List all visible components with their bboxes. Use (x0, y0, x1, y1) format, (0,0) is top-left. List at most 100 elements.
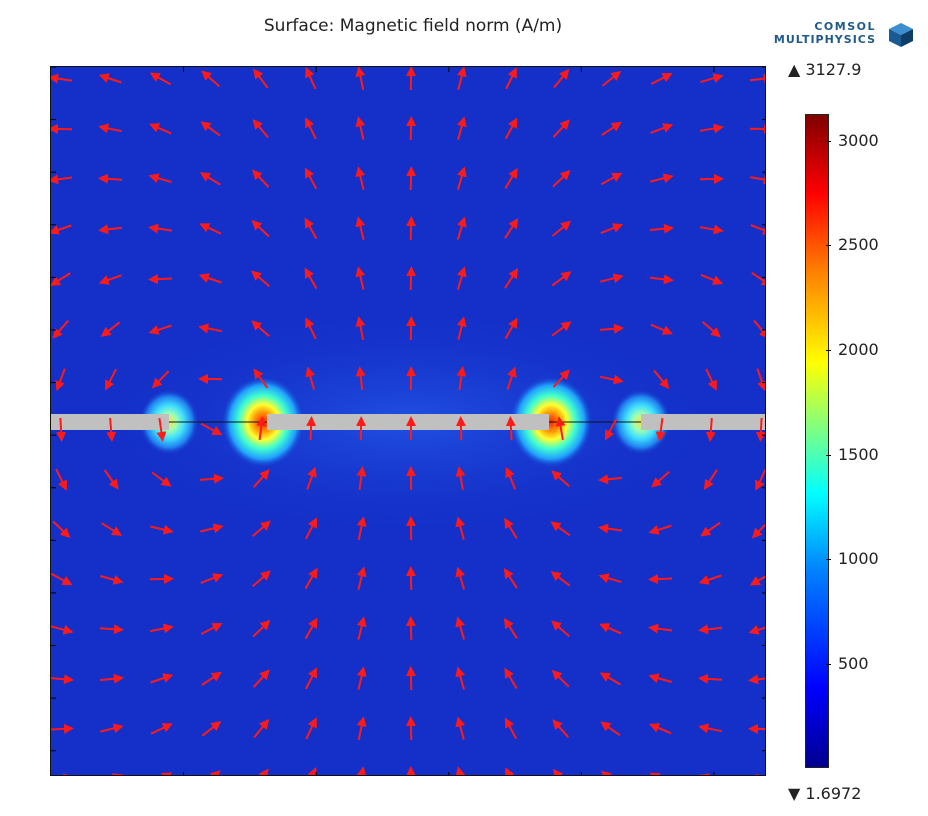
conductor-middle (267, 414, 549, 430)
field-arrow (456, 166, 467, 190)
field-arrow (200, 422, 223, 436)
field-arrow (355, 166, 366, 190)
field-arrow (149, 123, 172, 135)
field-arrow (599, 323, 624, 334)
field-arrow (550, 521, 571, 537)
field-arrow (356, 466, 367, 491)
field-arrow (505, 67, 517, 90)
field-arrow (750, 224, 765, 235)
field-arrow (455, 666, 465, 690)
field-arrow (600, 721, 621, 737)
field-arrow (553, 68, 570, 89)
colorbar-tick-label: 1500 (838, 444, 879, 464)
field-arrow (648, 623, 673, 634)
field-arrow (551, 620, 570, 637)
colorbar-tick (826, 559, 831, 561)
colorbar-min: ▼ 1.6972 (788, 784, 862, 803)
field-arrow (701, 321, 721, 338)
field-arrow (355, 366, 366, 391)
field-arrow (651, 471, 670, 488)
field-arrow (304, 617, 318, 640)
field-arrow (253, 368, 269, 389)
field-arrow (51, 674, 74, 685)
field-arrow (748, 674, 765, 685)
field-arrow (98, 274, 122, 285)
field-arrow (456, 67, 467, 90)
field-arrow (252, 169, 270, 188)
field-arrow (201, 70, 220, 87)
field-arrow (600, 172, 623, 186)
field-arrow (504, 667, 518, 690)
field-arrow (551, 220, 572, 237)
field-arrow (101, 522, 123, 536)
field-arrow (751, 271, 765, 287)
field-arrow (151, 370, 170, 389)
field-arrow (252, 119, 269, 139)
field-arrow (355, 216, 366, 240)
field-arrow (98, 123, 122, 134)
field-arrow (504, 618, 518, 639)
colorbar-tick-label: 1000 (838, 549, 879, 569)
field-arrow (256, 416, 267, 441)
colorbar-tick-label: 2000 (838, 339, 879, 359)
field-arrow (455, 466, 466, 490)
field-arrow (251, 270, 270, 287)
colorbar-max: ▲ 3127.9 (788, 60, 862, 79)
field-arrow (653, 369, 670, 390)
field-arrow (599, 672, 622, 686)
field-arrow (506, 366, 517, 390)
field-arrow (504, 117, 518, 140)
colorbar-tick (826, 245, 831, 247)
field-arrow (698, 723, 722, 734)
field-arrow (56, 417, 67, 442)
field-arrow (749, 73, 765, 84)
field-arrow (600, 273, 624, 284)
field-arrow (252, 669, 270, 688)
field-arrow (650, 323, 673, 335)
field-arrow (650, 173, 674, 184)
field-arrow (104, 368, 117, 391)
field-arrow (306, 466, 317, 490)
field-arrow (698, 574, 722, 585)
field-arrow (648, 524, 672, 535)
field-arrow (51, 174, 73, 185)
colorbar-tick-label: 2500 (838, 235, 879, 255)
colorbar-tick (826, 349, 831, 351)
colorbar-tick (826, 663, 831, 665)
field-arrow (356, 716, 367, 741)
field-arrow (599, 623, 622, 635)
field-arrow (258, 768, 269, 775)
field-arrow (99, 624, 124, 635)
field-arrow (555, 416, 566, 440)
field-arrow (601, 70, 622, 87)
field-arrow (100, 321, 121, 337)
field-arrow (252, 469, 270, 488)
field-arrow (600, 770, 612, 775)
field-arrow (148, 324, 172, 335)
field-arrow (505, 466, 517, 490)
field-arrow (149, 72, 172, 86)
field-arrow (504, 218, 519, 239)
field-arrow (406, 166, 417, 191)
field-arrow (551, 669, 570, 688)
field-arrow (356, 766, 367, 775)
colorbar-tick-label: 3000 (838, 130, 879, 150)
field-arrow (551, 271, 572, 287)
field-arrow (699, 123, 724, 134)
field-arrow (455, 416, 466, 441)
field-arrow (504, 717, 518, 740)
field-arrow (753, 319, 765, 340)
field-arrow (51, 572, 73, 586)
field-arrow (106, 417, 117, 442)
field-arrow (51, 723, 74, 734)
field-arrow (748, 625, 765, 635)
field-arrow (100, 723, 124, 734)
field-arrow (648, 673, 672, 683)
field-arrow (112, 773, 124, 775)
field-arrow (650, 123, 674, 134)
field-arrow (98, 173, 123, 184)
field-arrow (700, 273, 724, 285)
field-arrow (504, 268, 519, 289)
field-arrow (356, 666, 367, 690)
field-arrow (700, 521, 721, 537)
